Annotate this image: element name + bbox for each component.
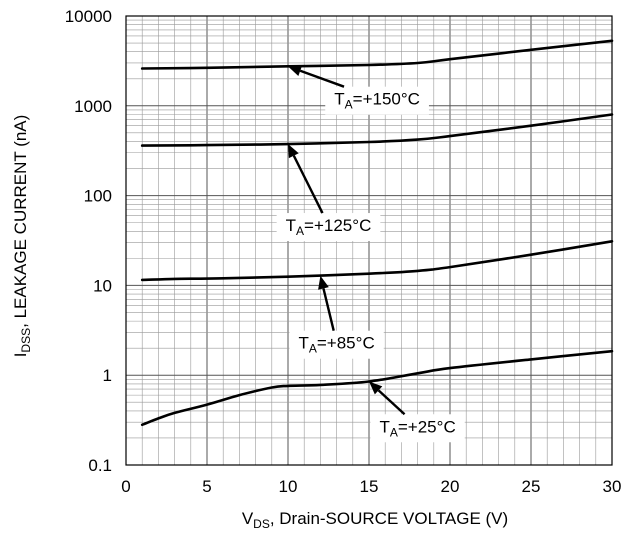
y-tick-labels: 0.1 1 10 100 1000 10000 [65, 7, 112, 475]
annotation-arrowhead [369, 381, 383, 395]
x-tick-label: 20 [441, 477, 460, 496]
series-label: TA=+125°C [286, 216, 372, 238]
x-tick-label: 30 [603, 477, 622, 496]
annotation-arrow-line [299, 69, 345, 88]
annotation-arrow-line [322, 288, 335, 331]
x-tick-label: 25 [522, 477, 541, 496]
y-tick-label: 10000 [65, 7, 112, 26]
series-label-background [325, 86, 429, 115]
x-axis-label: VDS, Drain-SOURCE VOLTAGE (V) [242, 509, 508, 531]
annotation-arrow-line [292, 155, 324, 214]
y-axis-label: IDSS, LEAKAGE CURRENT (nA) [11, 115, 33, 358]
series-label: TA=+150°C [334, 90, 420, 112]
plot-frame [125, 15, 613, 466]
x-tick-label: 15 [360, 477, 379, 496]
y-tick-label: 0.1 [88, 456, 112, 475]
annotation-arrowhead [318, 275, 329, 290]
series-label-background [370, 414, 465, 443]
series-line-4 [140, 349, 614, 427]
y-tick-label: 100 [84, 187, 112, 206]
annotations: TA=+150°C TA=+125°C TA=+85°C TA=+25°C [276, 65, 465, 443]
series-label-background [289, 330, 384, 359]
series-line-1 [140, 39, 614, 70]
y-tick-label: 1 [103, 366, 112, 385]
series-label: TA=+85°C [298, 334, 374, 356]
y-tick-label: 1000 [74, 97, 112, 116]
annotation-arrowhead [288, 65, 303, 76]
x-tick-label: 5 [202, 477, 211, 496]
x-tick-label: 10 [279, 477, 298, 496]
series-label: TA=+25°C [379, 417, 455, 439]
series-line-3 [140, 240, 614, 282]
x-tick-labels: 0 5 10 15 20 25 30 [121, 477, 621, 496]
series-line-2 [140, 113, 614, 147]
x-tick-label: 0 [121, 477, 130, 496]
series-group [140, 39, 614, 427]
series-label-background [276, 213, 381, 242]
annotation-arrow-line [377, 389, 406, 416]
annotation-arrowhead [288, 144, 299, 159]
y-tick-label: 10 [93, 276, 112, 295]
